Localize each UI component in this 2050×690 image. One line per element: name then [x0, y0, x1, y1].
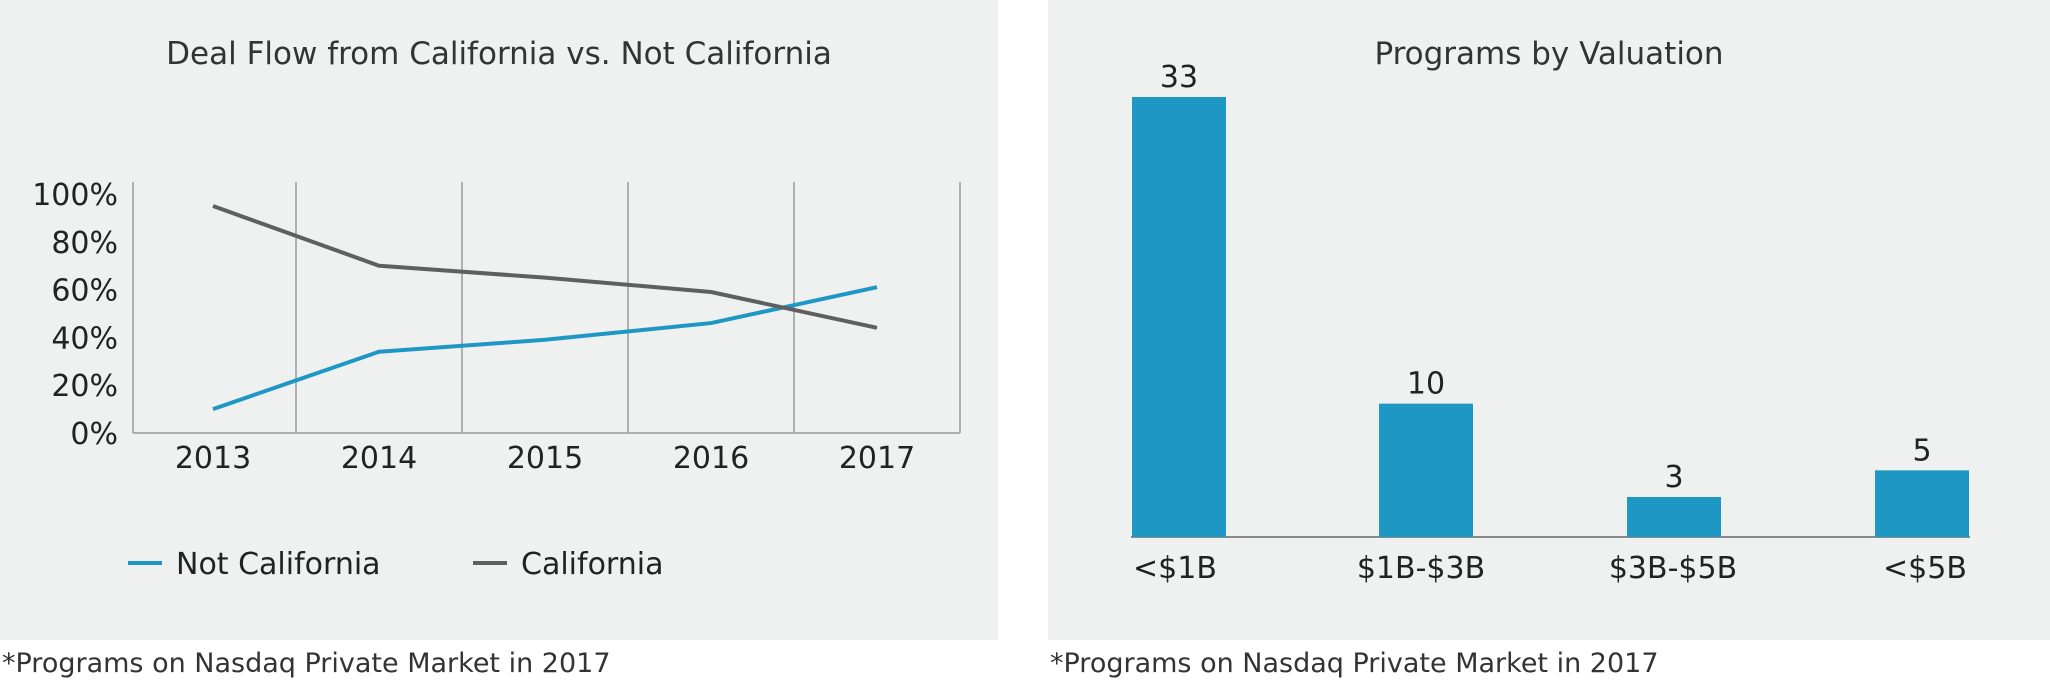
legend-label: Not California — [176, 547, 381, 582]
x-tick-label: 2017 — [839, 441, 915, 476]
footnote-right: *Programs on Nasdaq Private Market in 20… — [1050, 648, 1659, 679]
bar — [1132, 97, 1226, 537]
series-line-not-california — [212, 285, 878, 411]
x-tick-label: 2014 — [341, 441, 417, 476]
bar-chart: 33 10 3 5 <$1B $1B-$3B $3B-$5B <$5B — [1131, 60, 1970, 586]
y-tick-label: 60% — [51, 274, 118, 309]
x-tick-label: <$5B — [1883, 551, 1967, 586]
bar — [1875, 470, 1969, 537]
x-tick-label: 2016 — [673, 441, 749, 476]
x-tick-label: <$1B — [1133, 551, 1217, 586]
bar — [1627, 497, 1721, 537]
x-tick-label: 2015 — [507, 441, 583, 476]
footnote-left: *Programs on Nasdaq Private Market in 20… — [2, 648, 611, 679]
data-label: 5 — [1912, 433, 1931, 468]
series-line-california — [212, 204, 878, 330]
data-label: 10 — [1407, 367, 1445, 402]
data-label: 3 — [1664, 460, 1683, 495]
x-tick-label: 2013 — [175, 441, 251, 476]
bar — [1379, 403, 1473, 537]
y-tick-label: 20% — [51, 369, 118, 404]
data-label: 33 — [1160, 60, 1198, 95]
x-tick-label: $3B-$5B — [1609, 551, 1737, 586]
line-chart: 0% 20% 40% 60% 80% 100% 2013 2014 2015 2016 2017 No… — [32, 178, 961, 582]
legend-label: California — [521, 547, 663, 582]
x-tick-label: $1B-$3B — [1357, 551, 1485, 586]
y-tick-label: 100% — [32, 178, 118, 213]
y-tick-label: 80% — [51, 226, 118, 261]
line-chart-title: Deal Flow from California vs. Not Califo… — [166, 36, 832, 72]
y-tick-label: 40% — [51, 321, 118, 356]
y-tick-label: 0% — [70, 417, 118, 452]
bar-chart-title: Programs by Valuation — [1374, 36, 1724, 72]
